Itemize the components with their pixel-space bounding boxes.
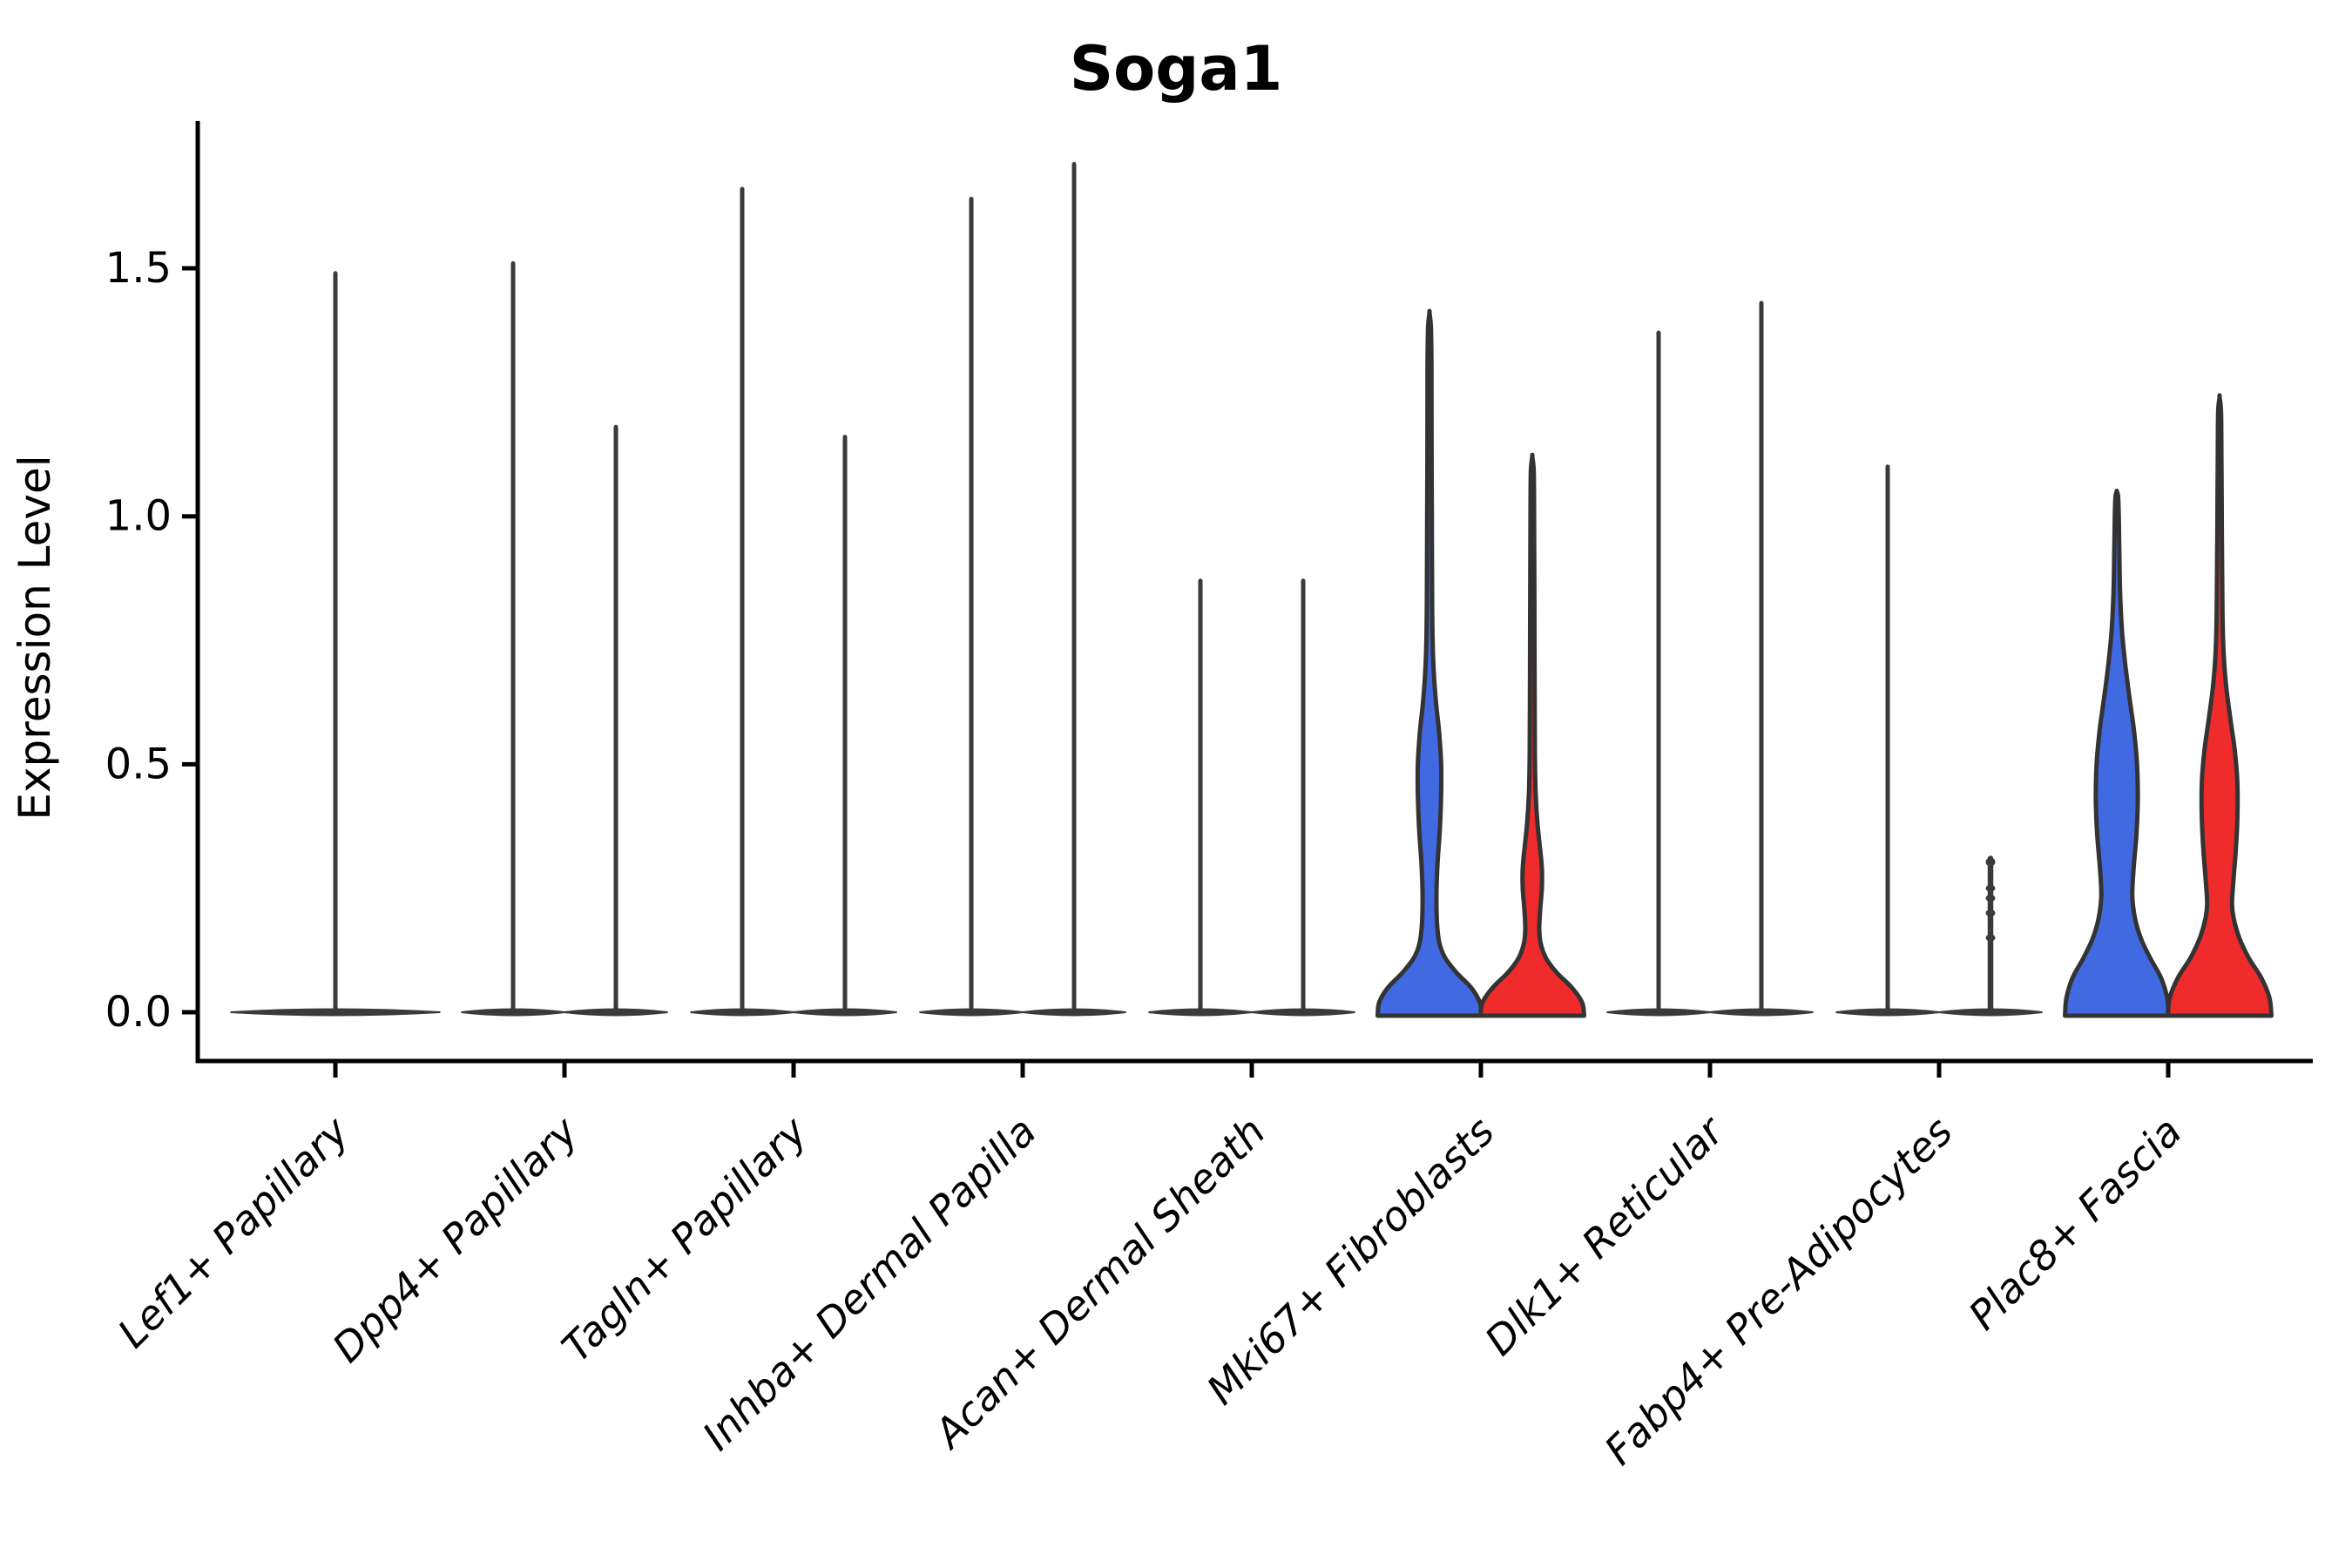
- violin-group: [1375, 308, 1586, 1018]
- violin-group: [1148, 578, 1355, 1017]
- chart-title: Soga1: [1070, 33, 1283, 105]
- y-tick-label: 0.5: [105, 740, 172, 788]
- violin-data-dot: [1985, 909, 1996, 917]
- y-tick-label: 1.5: [105, 244, 172, 293]
- violin-layer: [230, 161, 2274, 1018]
- violin-group: [690, 186, 897, 1017]
- violin-body: [1375, 308, 1484, 1018]
- violin-group: [1606, 301, 1814, 1017]
- violin-group: [919, 161, 1126, 1017]
- violin-data-dot: [1985, 884, 1996, 892]
- violin-body: [2063, 489, 2171, 1018]
- y-tick-label: 0.0: [105, 988, 172, 1037]
- violin-group: [1835, 464, 2043, 1017]
- violin-data-dot: [1985, 934, 1996, 942]
- violin-group: [2063, 393, 2274, 1018]
- y-tick-label: 1.0: [105, 492, 172, 541]
- y-axis-label: Expression Level: [10, 455, 60, 820]
- violin-group: [461, 260, 668, 1017]
- violin-body: [1478, 452, 1586, 1018]
- violin-spike-cap: [1985, 857, 1996, 867]
- violin-data-dot: [1985, 895, 1996, 902]
- violin-body: [2166, 393, 2274, 1018]
- violin-group: [230, 271, 441, 1017]
